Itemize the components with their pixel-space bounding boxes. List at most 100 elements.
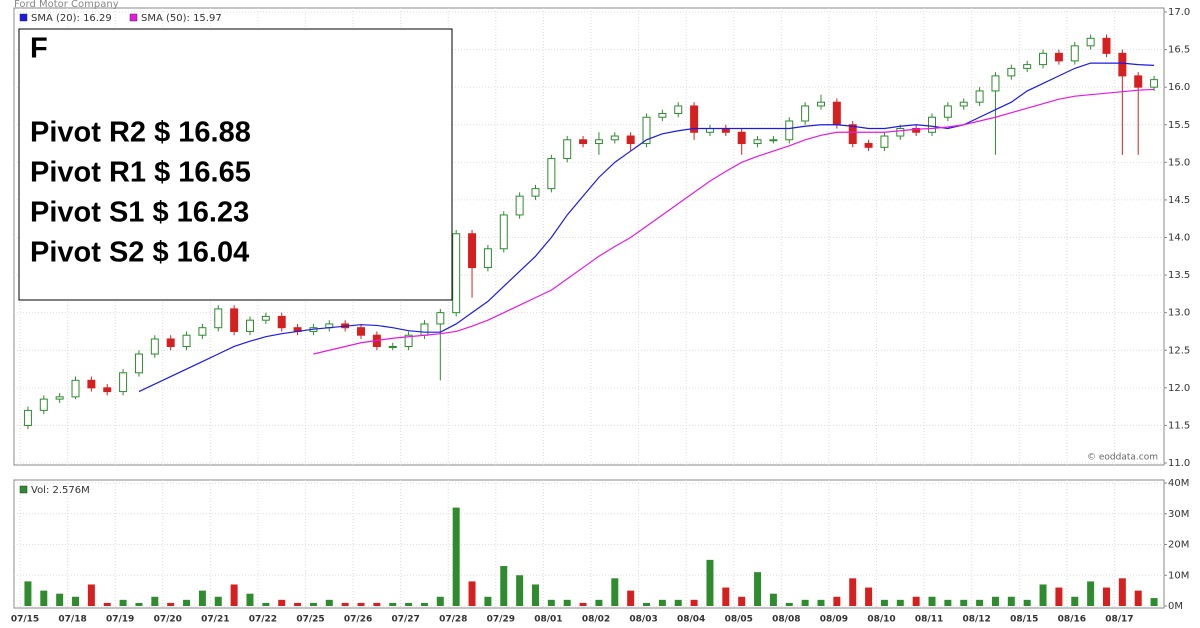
y-tick-label: 11.5 <box>1168 420 1190 431</box>
candle-body <box>658 112 667 118</box>
volume-bar <box>103 602 111 606</box>
y-tick-label: 13.0 <box>1168 308 1190 319</box>
candle-body <box>261 315 270 321</box>
x-tick-label: 07/28 <box>439 615 467 625</box>
volume-bar <box>658 599 666 606</box>
candle-body <box>785 120 794 141</box>
x-tick-label: 07/20 <box>154 615 182 625</box>
pivot-level: Pivot R2 $ 16.88 <box>30 117 251 149</box>
volume-bar <box>1007 596 1015 606</box>
y-tick-label: 15.0 <box>1168 157 1190 168</box>
volume-bar <box>1134 590 1142 606</box>
y-tick-label: 17.0 <box>1168 7 1190 18</box>
volume-bar <box>785 602 793 606</box>
x-tick-label: 07/26 <box>344 615 372 625</box>
legend-label: SMA (20): 16.29 <box>31 13 112 24</box>
volume-bar <box>547 599 555 606</box>
candle-body <box>1134 75 1143 88</box>
volume-bar <box>801 599 809 606</box>
volume-bar <box>690 599 698 606</box>
x-tick-label: 08/03 <box>629 615 657 625</box>
y-tick-label: 14.0 <box>1168 233 1190 244</box>
legend-swatch <box>129 13 138 22</box>
y-tick-label: 16.5 <box>1168 45 1190 56</box>
x-tick-label: 07/18 <box>58 615 86 625</box>
volume-bar <box>230 584 238 606</box>
volume-bar <box>1150 598 1158 606</box>
candle-body <box>166 338 175 347</box>
candle-body <box>1118 52 1127 77</box>
candle-body <box>531 188 540 197</box>
candle-body <box>1102 37 1111 54</box>
x-tick-label: 07/29 <box>487 615 515 625</box>
volume-bar <box>991 596 999 606</box>
y-tick-label: 0M <box>1168 601 1183 612</box>
volume-bar <box>40 590 48 606</box>
volume-bar <box>246 593 254 606</box>
x-tick-label: 07/19 <box>106 615 134 625</box>
candle-body <box>1007 67 1016 77</box>
candle-body <box>39 398 48 411</box>
candle-body <box>594 139 603 145</box>
x-tick-label: 07/27 <box>391 615 419 625</box>
x-tick-label: 08/15 <box>1010 615 1038 625</box>
candle-body <box>499 214 508 250</box>
volume-bar <box>896 599 904 606</box>
candle-body <box>1039 52 1048 66</box>
candle-body <box>245 319 254 332</box>
candle-body <box>134 353 143 374</box>
x-tick-label: 08/09 <box>820 615 848 625</box>
volume-bar <box>754 572 762 606</box>
volume-bar <box>865 587 873 606</box>
volume-bar <box>373 602 381 606</box>
candle-body <box>959 101 968 107</box>
volume-bar <box>1118 578 1126 606</box>
volume-bar <box>563 599 571 606</box>
volume-bar <box>516 575 524 606</box>
y-tick-label: 10M <box>1168 570 1189 581</box>
candle-body <box>103 387 112 393</box>
pivot-level: Pivot S1 $ 16.23 <box>30 197 249 229</box>
y-tick-label: 15.5 <box>1168 120 1190 131</box>
candle-body <box>737 131 746 145</box>
candle-body <box>420 323 429 336</box>
volume-bar <box>1071 596 1079 606</box>
volume-bar <box>722 587 730 606</box>
x-tick-label: 08/02 <box>582 615 610 625</box>
candle-body <box>753 139 762 145</box>
volume-bar <box>627 590 635 606</box>
volume-bar <box>960 599 968 606</box>
volume-bar <box>341 602 349 606</box>
pivot-level: Pivot S2 $ 16.04 <box>30 237 249 269</box>
volume-bar <box>1023 599 1031 606</box>
y-tick-label: 30M <box>1168 509 1189 520</box>
candle-body <box>896 128 905 137</box>
y-tick-label: 12.5 <box>1168 345 1190 356</box>
candle-body <box>610 135 619 141</box>
volume-bar <box>643 602 651 606</box>
candle-body <box>515 195 524 216</box>
legend-swatch <box>19 13 28 22</box>
volume-bar <box>833 596 841 606</box>
x-tick-label: 07/25 <box>296 615 324 625</box>
volume-bar <box>294 602 302 606</box>
volume-bar <box>325 599 333 606</box>
y-tick-label: 13.5 <box>1168 270 1190 281</box>
volume-bar <box>468 581 476 606</box>
volume-bar <box>119 599 127 606</box>
candle-body <box>468 233 477 269</box>
volume-bar <box>1087 581 1095 606</box>
volume-bar <box>214 596 222 606</box>
volume-bar <box>912 596 920 606</box>
candle-body <box>801 105 810 122</box>
candle-body <box>404 334 413 347</box>
volume-bar <box>167 602 175 606</box>
volume-bar <box>579 602 587 606</box>
x-tick-label: 08/16 <box>1058 615 1086 625</box>
candle-body <box>832 101 841 126</box>
volume-bar <box>357 602 365 606</box>
legend-swatch <box>19 485 28 494</box>
volume-bar <box>309 602 317 606</box>
y-tick-label: 12.0 <box>1168 383 1190 394</box>
x-tick-label: 08/11 <box>915 615 943 625</box>
